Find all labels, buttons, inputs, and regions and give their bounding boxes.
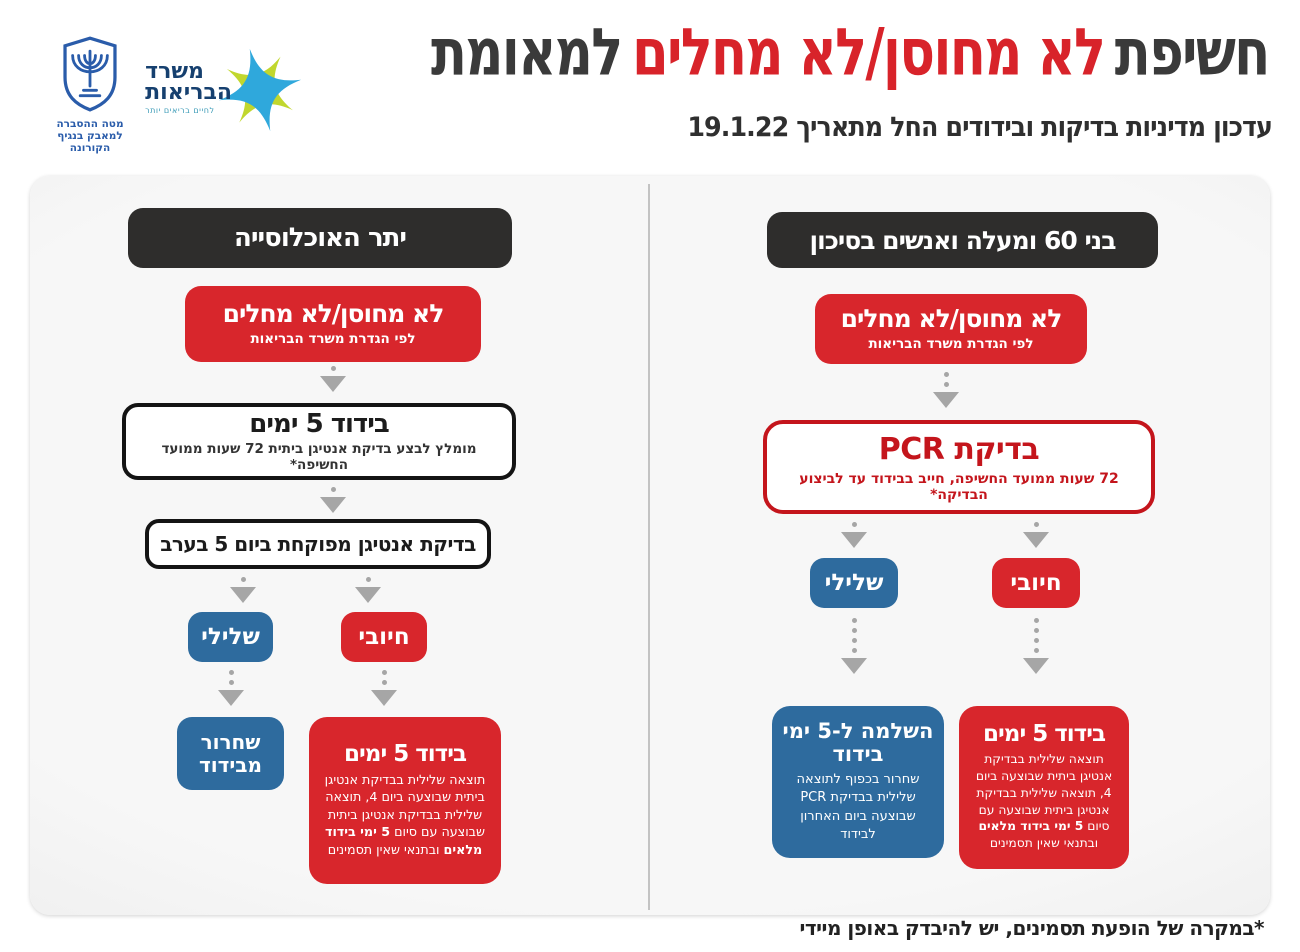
isolation-5-days-box: בידוד 5 ימים מומלץ לבצע בדיקת אנטיגן בית… [122,403,516,480]
column-header-age60-risk: בני 60 ומעלה ואנשים בסיכון [767,212,1158,268]
emblem-caption-line1: מטה ההסברה [56,118,124,130]
release-from-isolation-box: שחרור מבידוד [177,717,284,790]
menorah-emblem-icon [63,36,117,112]
positive-badge-risk: חיובי [992,558,1080,608]
dotted-arrow-down-icon [933,372,959,408]
dotted-arrow-down-icon [841,618,867,674]
page-subtitle: עדכון מדיניות בדיקות ובידודים החל מתאריך… [687,112,1273,143]
column-divider [648,184,650,910]
page-title-prefix: חשיפת [1114,15,1271,91]
supervised-antigen-test-box: בדיקת אנטיגן מפוקחת ביום 5 בערב [145,519,491,569]
page-title: חשיפתלא מחוסן/לא מחליםלמאומת [426,15,1274,91]
moh-name-line2: הבריאות [145,79,232,105]
arrow-down-icon [355,577,381,603]
dotted-arrow-down-icon [1023,618,1049,674]
completion-isolation-box: השלמה ל-5 ימי בידוד שחרור בכפוף לתוצאה ש… [772,706,944,858]
column-header-general-population: יתר האוכלוסייה [128,208,512,268]
pcr-test-box: בדיקת PCR 72 שעות ממועד החשיפה, חייב בבי… [763,420,1155,514]
page-title-suffix: למאומת [431,15,623,91]
state-emblem-logo: מטה ההסברה למאבק בנגיף הקורונה [42,36,138,154]
moh-star-icon [214,40,306,144]
positive-badge-general: חיובי [341,612,427,662]
final-isolation-box-general: בידוד 5 ימים תוצאה שלילית בבדיקת אנטיגן … [309,717,501,884]
final-isolation-box-risk: בידוד 5 ימים תוצאה שלילית בבדיקת אנטיגן … [959,706,1129,869]
health-ministry-logo: משרד הבריאות לחיים בריאים יותר [138,40,308,150]
arrow-down-icon [320,487,346,513]
negative-badge-general: שלילי [188,612,273,662]
status-box-unvaccinated-risk: לא מחוסן/לא מחלים לפי הגדרת משרד הבריאות [815,294,1087,364]
moh-tagline: לחיים בריאים יותר [145,105,215,115]
page-title-highlight: לא מחוסן/לא מחלים [632,15,1106,91]
moh-name-line1: משרד [145,59,204,84]
dotted-arrow-down-icon [371,670,397,706]
arrow-down-icon [230,577,256,603]
footnote: *במקרה של הופעת תסמינים, יש להיבדק באופן… [799,916,1265,940]
negative-badge-risk: שלילי [810,558,898,608]
dotted-arrow-down-icon [218,670,244,706]
arrow-down-icon [320,366,346,392]
emblem-caption-line2: למאבק בנגיף הקורונה [57,130,123,155]
status-box-unvaccinated-general: לא מחוסן/לא מחלים לפי הגדרת משרד הבריאות [185,286,481,362]
arrow-down-icon [1023,522,1049,548]
arrow-down-icon [841,522,867,548]
